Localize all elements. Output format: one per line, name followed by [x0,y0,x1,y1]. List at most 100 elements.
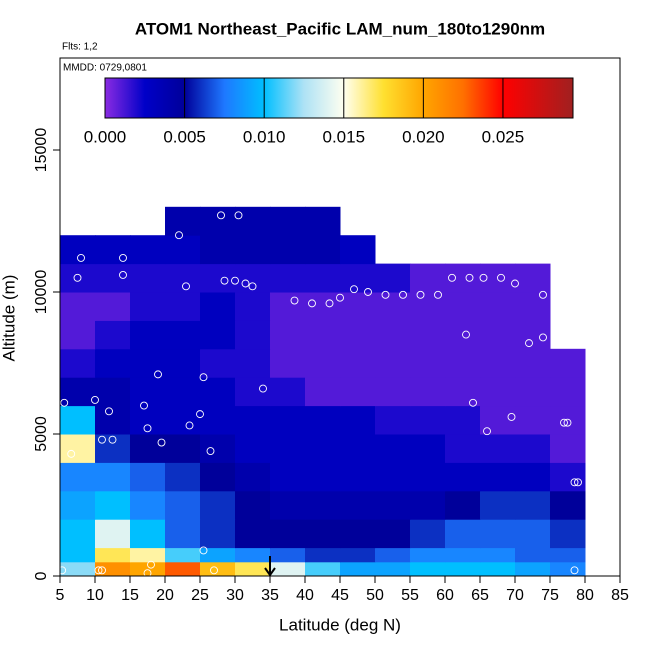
heat-cell [480,434,516,463]
heat-cell [480,547,516,563]
heat-cell [305,263,341,293]
heat-cell [340,519,376,549]
colorbar: 0.000 0.005 0.010 0.015 0.020 0.025 [84,77,574,146]
x-axis-label: Latitude (deg N) [279,615,401,634]
flight-point [308,299,316,308]
heat-cell [375,547,411,563]
subtitle: Flts: 1,2 [62,42,98,53]
heat-cell [340,235,376,265]
heat-cell [165,377,201,407]
heat-cell [130,519,166,549]
heat-cell [60,263,96,293]
heat-cell [60,292,96,321]
flight-point [434,290,442,299]
heat-cell [130,320,166,350]
heat-cell [60,519,96,549]
x-tick-label: 25 [191,587,209,604]
heat-cell [235,519,271,549]
colorbar-tick-label: 0.015 [323,127,366,146]
heat-cell [515,490,551,520]
heat-cell [270,235,306,265]
flight-point [98,566,106,575]
flight-point [73,273,82,282]
flight-point [448,273,456,282]
heat-cell [445,547,481,563]
colorbar-tick-label: 0.025 [482,127,525,146]
heat-cell [305,405,341,435]
flight-point [500,251,509,260]
flight-point [479,273,488,282]
flight-point [364,288,372,296]
heat-cell [375,434,411,463]
flight-point [175,231,183,240]
heat-cell [270,206,306,236]
heat-cell [130,348,166,378]
flight-point [67,449,76,458]
x-tick-label: 85 [611,587,629,604]
points [58,211,582,578]
heat-cell [200,519,236,549]
heat-cell [305,490,341,520]
heat-cell [410,348,446,378]
heat-cell [410,561,446,577]
heat-cell [445,519,481,549]
x-tick-label: 70 [506,587,524,604]
heat-cell [445,292,481,321]
flight-point [206,447,215,455]
flight-point [157,438,166,447]
heat-cell [305,348,341,378]
heat-cell [235,263,271,293]
heat-cell [410,263,446,293]
heat-cell [340,490,376,520]
flight-point [234,211,243,220]
heat-cell [550,462,586,492]
heat-cell [515,348,551,378]
heat-cell [445,490,481,520]
heat-cell [305,547,341,563]
x-tick-label: 50 [366,587,384,604]
heat-cell [305,519,341,549]
flight-point [469,398,477,407]
heat-cell [60,377,96,407]
heat-cell [550,405,586,435]
heat-cell [60,348,96,378]
heat-cell [60,462,96,492]
heat-cell [375,348,411,378]
heat-cell [550,434,586,463]
heat-cell [480,320,516,350]
heat-cell [95,547,131,563]
heat-cell [340,405,376,435]
heat-cell [165,561,201,577]
heat-cell [165,320,201,350]
flight-point [350,285,358,294]
flight-point [570,478,579,487]
heat-cell [235,462,271,492]
chart-title: ATOM1 Northeast_Pacific LAM_num_180to129… [135,19,545,38]
flight-point [259,384,267,393]
heat-cell [130,263,166,293]
heat-cell [200,405,236,435]
flight-point [381,290,390,299]
heat-cell [480,561,516,577]
heat-cell [410,377,446,407]
flight-point [185,421,194,430]
flight-point [462,330,470,339]
heat-cell [340,462,376,492]
heat-cell [340,377,376,407]
heat-cell [375,490,411,520]
x-tick-label: 45 [331,587,349,604]
heat-cell [130,434,166,463]
heat-cell [270,561,306,577]
heat-cell [550,561,586,577]
heat-cell [130,462,166,492]
heat-cell [515,405,551,435]
x-tick-label: 40 [296,587,314,604]
flight-point [416,290,425,299]
heat-cell [235,235,271,265]
heat-cell [515,320,551,350]
heat-cell [95,348,131,378]
x-tick-label: 35 [261,587,279,604]
flight-point [483,427,491,436]
heat-cell [375,320,411,350]
heat-cell [235,490,271,520]
